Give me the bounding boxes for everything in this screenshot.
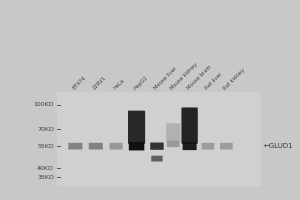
FancyBboxPatch shape [89,143,103,150]
FancyBboxPatch shape [182,107,198,144]
FancyBboxPatch shape [166,123,180,142]
FancyBboxPatch shape [151,156,163,161]
Text: 40KD: 40KD [37,166,54,171]
FancyBboxPatch shape [129,142,144,150]
FancyBboxPatch shape [167,140,180,147]
Text: 100KD: 100KD [33,102,54,107]
FancyBboxPatch shape [110,143,123,150]
Text: ←GLUD1: ←GLUD1 [264,143,294,149]
FancyBboxPatch shape [150,143,164,150]
Text: BT474: BT474 [72,76,87,91]
Text: Mouse brain: Mouse brain [186,65,212,91]
Text: Rat kidney: Rat kidney [223,68,246,91]
FancyBboxPatch shape [183,142,196,150]
Text: Rat liver: Rat liver [204,72,224,91]
Text: 55KD: 55KD [37,144,54,149]
Text: HepG2: HepG2 [133,75,149,91]
Text: HeLa: HeLa [112,78,125,91]
FancyBboxPatch shape [220,143,233,150]
Text: Mouse kidney: Mouse kidney [170,62,199,91]
FancyBboxPatch shape [68,143,83,150]
Text: 22RV1: 22RV1 [92,76,108,91]
FancyBboxPatch shape [128,111,145,144]
Text: 35KD: 35KD [37,175,54,180]
Text: 70KD: 70KD [37,127,54,132]
FancyBboxPatch shape [202,143,214,150]
Text: Mouse liver: Mouse liver [153,66,178,91]
